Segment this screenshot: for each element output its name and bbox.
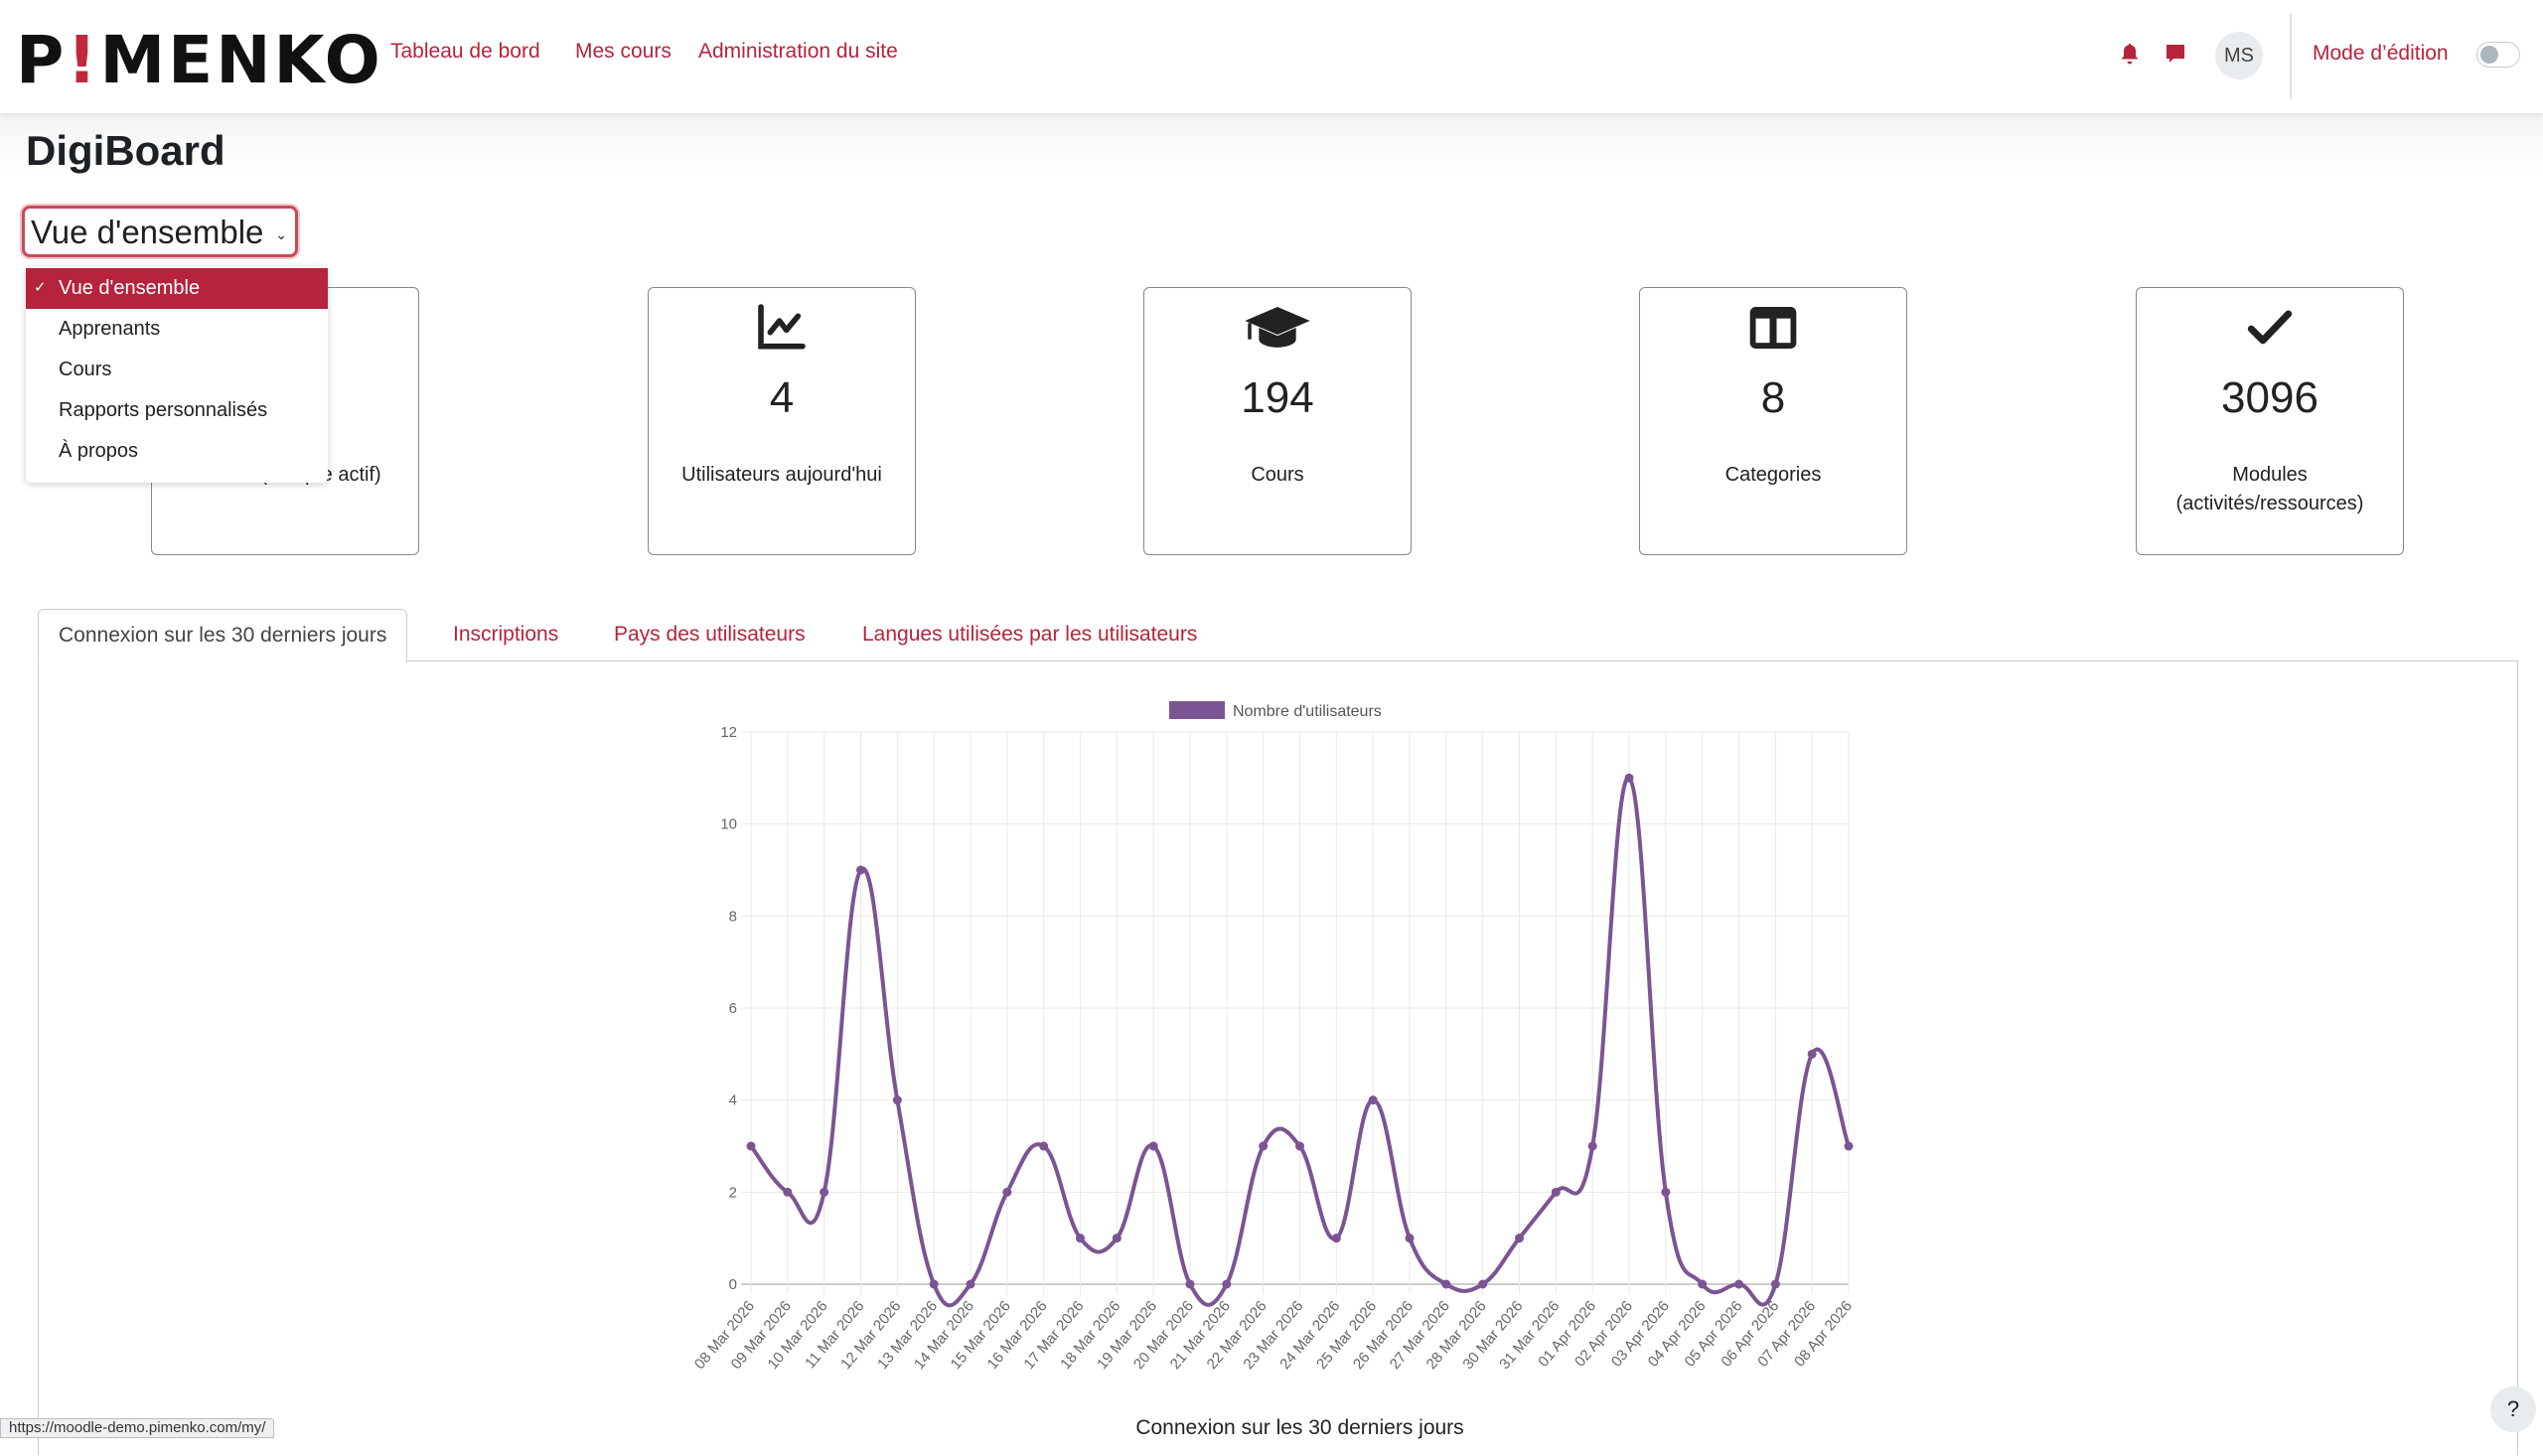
avatar[interactable]: MS xyxy=(2215,32,2263,79)
data-point xyxy=(1368,1095,1378,1105)
tab-connections[interactable]: Connexion sur les 30 derniers jours xyxy=(38,609,408,662)
tab-enrolments[interactable]: Inscriptions xyxy=(453,623,559,646)
legend-label: Nombre d'utilisateurs xyxy=(1233,703,1382,720)
edit-mode-toggle[interactable] xyxy=(2476,42,2520,68)
bell-icon[interactable] xyxy=(2118,42,2142,66)
data-point xyxy=(1661,1187,1671,1197)
legend-swatch xyxy=(1169,701,1225,719)
data-point xyxy=(1259,1141,1269,1151)
data-point xyxy=(1844,1141,1854,1151)
data-point xyxy=(892,1095,902,1105)
view-dropdown: ✓ Vue d'ensemble Apprenants Cours Rapport… xyxy=(26,266,328,483)
data-point xyxy=(966,1279,975,1289)
check-icon: ✓ xyxy=(34,279,47,296)
option-custom-reports[interactable]: Rapports personnalisés xyxy=(59,399,268,421)
tab-countries[interactable]: Pays des utilisateurs xyxy=(614,623,806,646)
data-point xyxy=(1331,1234,1341,1243)
nav-dashboard[interactable]: Tableau de bord xyxy=(390,40,540,63)
page-title: DigiBoard xyxy=(26,127,225,174)
data-point xyxy=(929,1279,939,1289)
stat-label: Categories xyxy=(1724,464,1822,486)
option-learners[interactable]: Apprenants xyxy=(59,318,161,340)
data-point xyxy=(746,1141,756,1151)
stat-label: Utilisateurs aujourd'hui xyxy=(681,464,882,486)
y-tick-label: 4 xyxy=(729,1092,737,1109)
data-point xyxy=(1515,1234,1524,1243)
header: P!MENKO Tableau de bord Mes cours Admini… xyxy=(0,0,2543,113)
stat-value: 4 xyxy=(769,373,795,422)
data-point xyxy=(1770,1279,1780,1289)
data-point xyxy=(783,1187,793,1197)
option-about[interactable]: À propos xyxy=(59,440,139,462)
stat-label: Modules (activités/ressources) xyxy=(2175,464,2364,514)
option-label: Vue d'ensemble xyxy=(59,277,201,299)
y-tick-label: 6 xyxy=(729,1000,737,1017)
stat-card-categories: 8 Categories xyxy=(1639,287,1907,555)
data-point xyxy=(1734,1279,1743,1289)
data-point xyxy=(1587,1141,1597,1151)
option-courses[interactable]: Cours xyxy=(59,359,112,380)
page-background xyxy=(0,113,2543,173)
y-tick-label: 12 xyxy=(720,724,737,741)
y-tick-label: 10 xyxy=(720,816,737,833)
header-divider xyxy=(2290,14,2292,99)
chevron-down-icon: ⌄ xyxy=(275,226,287,242)
y-tick-label: 2 xyxy=(729,1184,737,1201)
y-tick-label: 8 xyxy=(729,908,737,925)
data-point xyxy=(1441,1279,1451,1289)
nav-my-courses[interactable]: Mes cours xyxy=(575,40,672,63)
check-icon xyxy=(2247,310,2293,345)
data-point xyxy=(1039,1141,1049,1151)
option-overview[interactable]: ✓ Vue d'ensemble xyxy=(26,268,328,309)
data-point xyxy=(1222,1279,1232,1289)
graduation-cap-icon xyxy=(1245,307,1310,348)
data-point xyxy=(1807,1049,1817,1059)
columns-icon xyxy=(1749,307,1797,349)
stat-label: Cours xyxy=(1251,464,1304,486)
data-point xyxy=(1002,1187,1012,1197)
help-button[interactable]: ? xyxy=(2490,1386,2536,1432)
data-point xyxy=(820,1187,829,1197)
view-select-value: Vue d'ensemble xyxy=(31,214,264,250)
view-select[interactable]: Vue d'ensemble ⌄ xyxy=(22,206,298,257)
data-point xyxy=(1295,1141,1304,1151)
data-point xyxy=(856,865,865,875)
stat-value: 194 xyxy=(1241,373,1314,422)
data-point xyxy=(1624,773,1634,783)
stat-card-users-today: 4 Utilisateurs aujourd'hui xyxy=(648,287,916,555)
y-tick-label: 0 xyxy=(729,1276,737,1293)
tab-languages[interactable]: Langues utilisées par les utilisateurs xyxy=(862,623,1198,646)
stat-card-courses: 194 Cours xyxy=(1143,287,1412,555)
data-point xyxy=(1076,1234,1085,1243)
chat-icon[interactable] xyxy=(2164,42,2187,66)
data-point xyxy=(1185,1279,1195,1289)
stat-value: 3096 xyxy=(2221,373,2319,422)
chart-title: Connexion sur les 30 derniers jours xyxy=(1135,1416,1463,1439)
stat-card-modules: 3096 Modules (activités/ressources) xyxy=(2136,287,2404,555)
edit-mode-label: Mode d’édition xyxy=(2313,42,2449,65)
data-point xyxy=(1148,1141,1158,1151)
status-bar-url: https://moodle-demo.pimenko.com/my/ xyxy=(0,1418,275,1438)
chart-line-icon xyxy=(758,304,806,350)
data-point xyxy=(1551,1187,1561,1197)
logo[interactable]: P!MENKO xyxy=(16,22,383,98)
stat-value: 8 xyxy=(1760,373,1786,422)
data-point xyxy=(1478,1279,1488,1289)
nav-site-admin[interactable]: Administration du site xyxy=(698,40,898,63)
chart-panel: 0 2 4 6 8 10 12 08 Mar 2026 09 Mar 2026 10 Mar 20… xyxy=(38,660,2518,1455)
data-point xyxy=(1112,1234,1122,1243)
data-point xyxy=(1698,1279,1708,1289)
data-point xyxy=(1405,1234,1415,1243)
